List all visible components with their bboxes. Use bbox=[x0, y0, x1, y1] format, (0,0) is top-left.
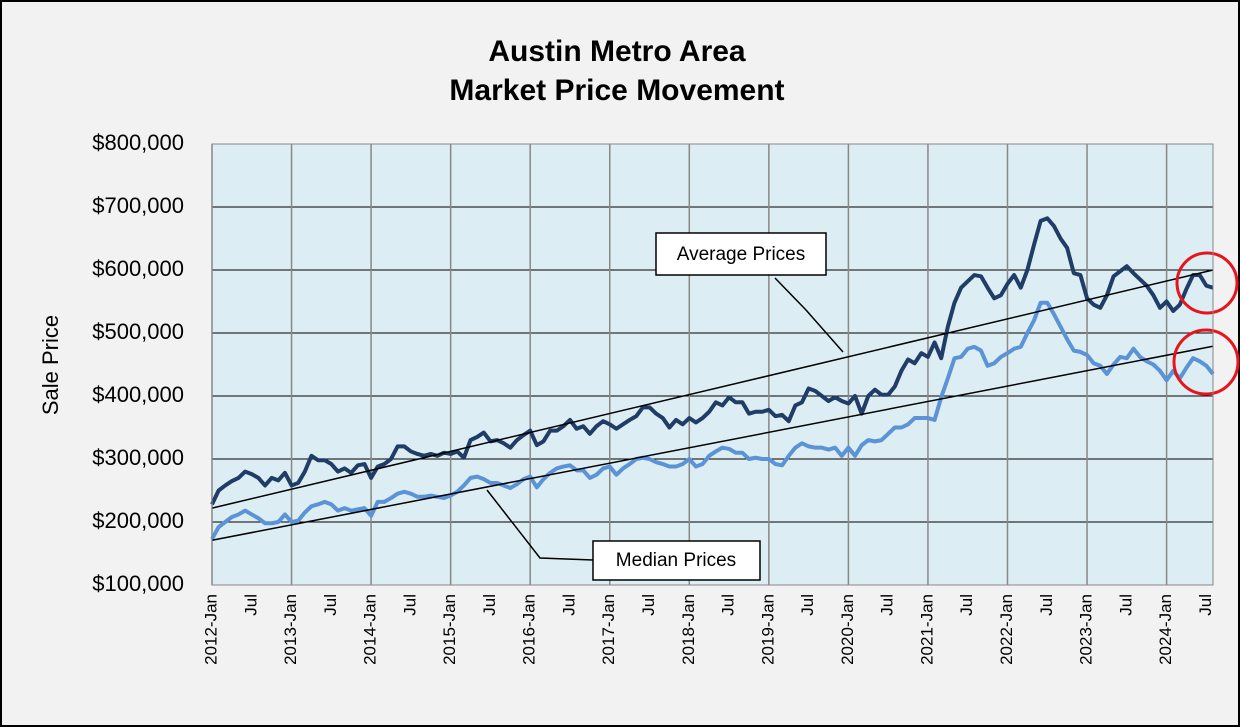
annotation: Average Prices bbox=[677, 244, 806, 265]
trend-line bbox=[211, 345, 1214, 542]
x-tick-label: Jul bbox=[878, 594, 897, 616]
x-tick-label: 2014-Jan bbox=[361, 594, 380, 665]
x-tick-label: Jul bbox=[480, 594, 499, 616]
highlight-circle bbox=[1172, 328, 1240, 396]
x-tick-label: 2022-Jan bbox=[997, 594, 1016, 665]
x-tick-label: 2021-Jan bbox=[917, 594, 936, 665]
y-axis-label: Sale Price bbox=[38, 315, 63, 415]
x-tick-label: Jul bbox=[1196, 594, 1215, 616]
y-tick-label: $600,000 bbox=[92, 256, 184, 281]
annotation: Median Prices bbox=[616, 550, 736, 571]
chart-subtitle: Market Price Movement bbox=[449, 74, 784, 107]
x-tick-label: Jul bbox=[719, 594, 738, 616]
x-tick-label: Jul bbox=[798, 594, 817, 616]
y-tick-label: $400,000 bbox=[92, 382, 184, 407]
x-tick-label: Jul bbox=[1037, 594, 1056, 616]
x-tick-label: 2018-Jan bbox=[679, 594, 698, 665]
x-tick-label: 2023-Jan bbox=[1077, 594, 1096, 665]
x-tick-label: 2019-Jan bbox=[758, 594, 777, 665]
x-tick-label: 2017-Jan bbox=[599, 594, 618, 665]
series-line bbox=[210, 216, 1214, 506]
x-tick-label: Jul bbox=[241, 594, 260, 616]
plot-border bbox=[211, 143, 1214, 586]
highlight-circle bbox=[1175, 251, 1239, 315]
x-tick-label: 2015-Jan bbox=[440, 594, 459, 665]
callout-line bbox=[486, 489, 594, 561]
y-tick-label: $300,000 bbox=[92, 445, 184, 470]
x-tick-label: 2020-Jan bbox=[838, 594, 857, 665]
annotation-box bbox=[592, 540, 761, 581]
x-tick-label: Jul bbox=[957, 594, 976, 616]
x-tick-label: 2013-Jan bbox=[281, 594, 300, 665]
plot-area bbox=[212, 144, 1213, 585]
x-tick-label: 2024-Jan bbox=[1156, 594, 1175, 665]
y-tick-label: $200,000 bbox=[92, 508, 184, 533]
y-tick-label: $700,000 bbox=[92, 193, 184, 218]
y-tick-label: $500,000 bbox=[92, 319, 184, 344]
trend-line bbox=[211, 269, 1214, 509]
x-tick-label: Jul bbox=[400, 594, 419, 616]
x-tick-label: Jul bbox=[559, 594, 578, 616]
chart-title: Austin Metro Area bbox=[488, 35, 746, 68]
x-tick-label: Jul bbox=[639, 594, 658, 616]
x-tick-label: Jul bbox=[321, 594, 340, 616]
x-tick-label: 2016-Jan bbox=[520, 594, 539, 665]
series-line bbox=[210, 300, 1215, 540]
y-tick-label: $100,000 bbox=[92, 571, 184, 596]
x-tick-label: 2012-Jan bbox=[201, 594, 220, 665]
callout-line bbox=[774, 277, 844, 353]
annotation-box bbox=[655, 232, 827, 276]
x-tick-label: Jul bbox=[1116, 594, 1135, 616]
y-tick-label: $800,000 bbox=[92, 130, 184, 155]
